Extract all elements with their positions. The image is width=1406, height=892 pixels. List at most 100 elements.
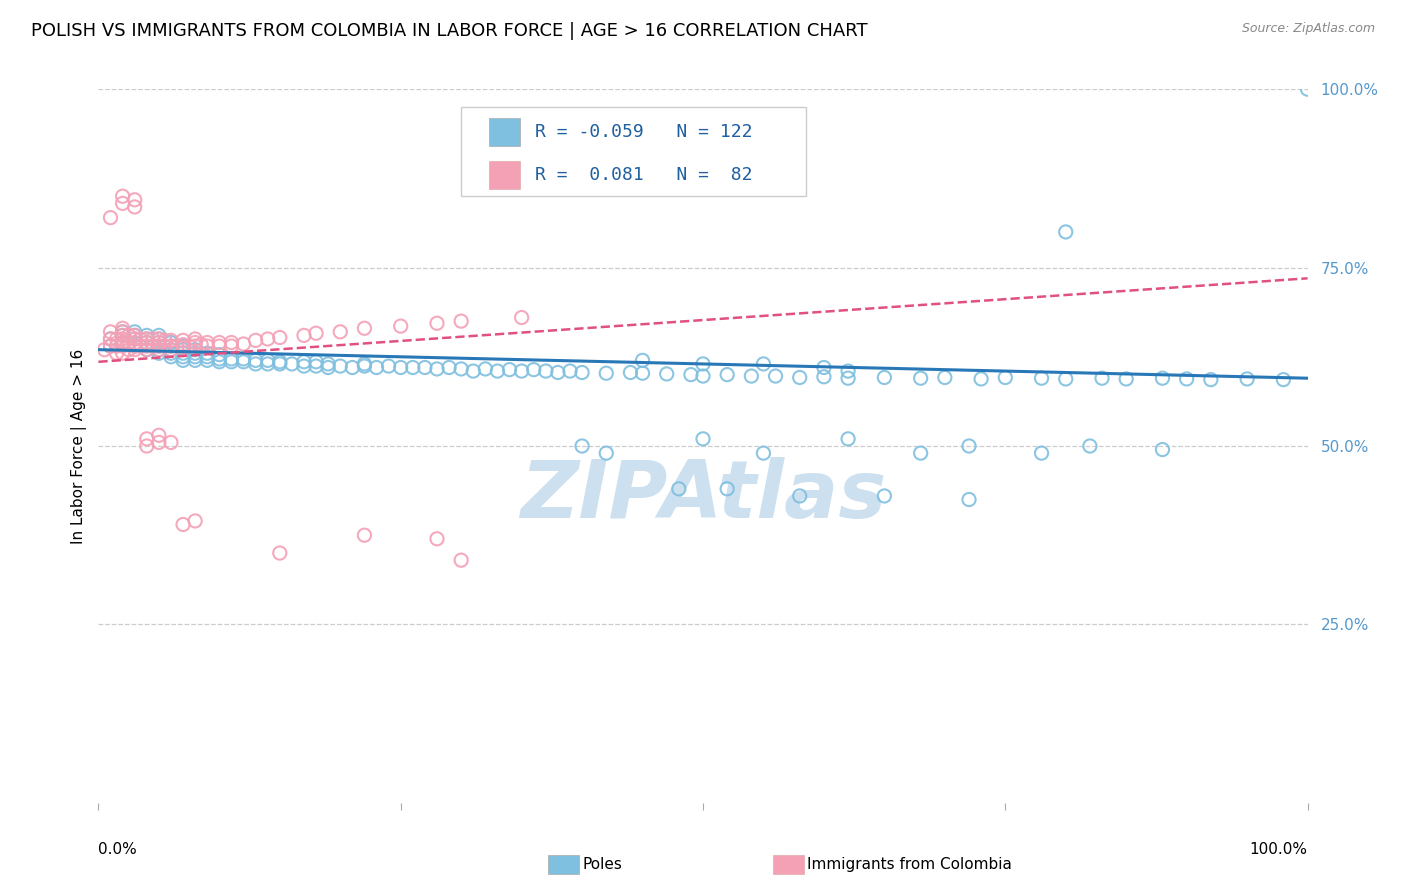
Point bbox=[160, 339, 183, 353]
Point bbox=[118, 343, 141, 357]
Point bbox=[208, 355, 231, 369]
Point bbox=[148, 343, 170, 357]
Text: R =  0.081   N =  82: R = 0.081 N = 82 bbox=[534, 166, 752, 184]
Point bbox=[195, 346, 218, 360]
Point bbox=[450, 362, 472, 376]
Point bbox=[1272, 373, 1295, 387]
Point bbox=[148, 339, 170, 353]
Point bbox=[910, 371, 932, 385]
Point bbox=[305, 355, 328, 369]
Point bbox=[740, 369, 762, 384]
Point bbox=[329, 325, 352, 339]
Point bbox=[957, 439, 980, 453]
Point bbox=[111, 189, 134, 203]
Point bbox=[135, 439, 157, 453]
Point bbox=[184, 346, 207, 360]
Point bbox=[118, 335, 141, 350]
Point bbox=[166, 339, 188, 353]
Point bbox=[1152, 371, 1174, 385]
Point bbox=[172, 517, 194, 532]
Point bbox=[1175, 372, 1198, 386]
Point bbox=[232, 355, 254, 369]
FancyBboxPatch shape bbox=[461, 107, 806, 196]
Point bbox=[148, 335, 170, 350]
Point bbox=[692, 369, 714, 384]
Point bbox=[160, 339, 183, 353]
Point bbox=[994, 370, 1017, 384]
Point bbox=[148, 335, 170, 350]
Text: POLISH VS IMMIGRANTS FROM COLOMBIA IN LABOR FORCE | AGE > 16 CORRELATION CHART: POLISH VS IMMIGRANTS FROM COLOMBIA IN LA… bbox=[31, 22, 868, 40]
Point bbox=[752, 357, 775, 371]
Point bbox=[153, 334, 176, 348]
Point bbox=[160, 350, 183, 364]
Point bbox=[179, 339, 201, 353]
Point bbox=[221, 351, 243, 366]
Point bbox=[208, 348, 231, 362]
Point bbox=[450, 314, 472, 328]
Text: R = -0.059   N = 122: R = -0.059 N = 122 bbox=[534, 123, 752, 141]
Point bbox=[353, 528, 375, 542]
Point bbox=[160, 343, 183, 357]
Point bbox=[813, 360, 835, 375]
Point bbox=[208, 335, 231, 350]
Text: ZIPAtlas: ZIPAtlas bbox=[520, 457, 886, 535]
Point bbox=[426, 316, 449, 330]
Point bbox=[571, 366, 593, 380]
Point bbox=[413, 360, 436, 375]
Point bbox=[292, 328, 315, 343]
Point bbox=[353, 359, 375, 373]
Point bbox=[148, 328, 170, 343]
Point bbox=[160, 435, 183, 450]
Point bbox=[692, 432, 714, 446]
Point bbox=[437, 360, 460, 375]
Text: Poles: Poles bbox=[582, 857, 621, 871]
Point bbox=[195, 339, 218, 353]
Text: Source: ZipAtlas.com: Source: ZipAtlas.com bbox=[1241, 22, 1375, 36]
Point bbox=[160, 343, 183, 357]
Point bbox=[571, 439, 593, 453]
Point bbox=[765, 369, 787, 384]
Point bbox=[1236, 372, 1258, 386]
Point bbox=[124, 328, 146, 343]
Point bbox=[353, 321, 375, 335]
Point bbox=[172, 350, 194, 364]
Point bbox=[256, 353, 278, 368]
Point bbox=[221, 339, 243, 353]
Point bbox=[1031, 446, 1053, 460]
Point bbox=[837, 432, 859, 446]
Point bbox=[389, 360, 412, 375]
Point bbox=[129, 332, 152, 346]
Point bbox=[523, 362, 546, 376]
Point bbox=[148, 343, 170, 357]
Point bbox=[172, 341, 194, 355]
Point bbox=[111, 321, 134, 335]
Point bbox=[142, 332, 165, 346]
Point bbox=[1031, 371, 1053, 385]
Point bbox=[172, 346, 194, 360]
Point bbox=[118, 328, 141, 343]
Point bbox=[195, 350, 218, 364]
Point bbox=[100, 339, 122, 353]
Point bbox=[135, 328, 157, 343]
Point bbox=[184, 350, 207, 364]
Point bbox=[124, 339, 146, 353]
Point bbox=[148, 428, 170, 442]
Point bbox=[124, 335, 146, 350]
Point bbox=[129, 339, 152, 353]
Point bbox=[692, 357, 714, 371]
Point bbox=[111, 335, 134, 350]
Point bbox=[957, 492, 980, 507]
Point bbox=[184, 514, 207, 528]
Point bbox=[148, 346, 170, 360]
Point bbox=[450, 553, 472, 567]
Point bbox=[124, 200, 146, 214]
Text: 0.0%: 0.0% bbox=[98, 842, 138, 857]
Point bbox=[813, 369, 835, 384]
Point bbox=[716, 368, 738, 382]
Point bbox=[190, 337, 212, 351]
Point bbox=[474, 362, 496, 376]
Point bbox=[160, 334, 183, 348]
Point bbox=[498, 362, 520, 376]
Point bbox=[389, 319, 412, 334]
Point bbox=[1115, 372, 1137, 386]
